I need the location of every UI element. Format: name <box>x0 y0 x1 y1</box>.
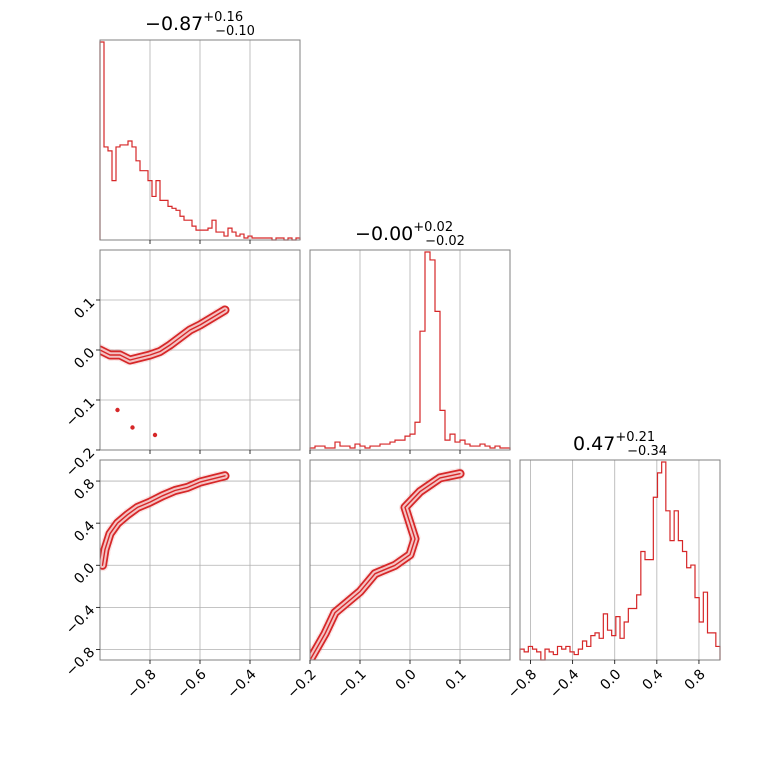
title-param-2: 0.47+0.21 −0.34 <box>573 430 667 459</box>
title-2-median: 0.47 <box>573 433 615 455</box>
x-tick-label: −0.4 <box>224 666 259 701</box>
y-tick-label: 0.4 <box>71 518 98 545</box>
y-tick-label: 0.0 <box>71 560 98 587</box>
title-0-median: −0.87 <box>145 13 203 35</box>
grid-x <box>149 40 251 240</box>
outlier-point <box>130 425 135 430</box>
title-1-plus: +0.02 <box>413 220 453 235</box>
density-contours <box>100 469 231 572</box>
x-tick-label: 0.1 <box>443 666 470 693</box>
joint-panel-param-1-2 <box>309 459 511 664</box>
y-tick-label: −0.1 <box>63 395 98 430</box>
contour-inner <box>310 473 461 660</box>
x-tick-label: −0.6 <box>174 666 209 701</box>
grid-x <box>530 460 700 660</box>
title-0-minus: −0.10 <box>215 24 255 39</box>
contour-fill <box>310 470 463 660</box>
outlier-point <box>115 407 120 413</box>
title-1-median: −0.00 <box>355 223 413 245</box>
histogram-panel-param-1 <box>309 249 511 454</box>
y-tick-label: 0.8 <box>71 476 98 503</box>
panel-frame <box>519 459 721 661</box>
x-tick-label: 0.8 <box>682 666 709 693</box>
contour-inner <box>100 309 226 361</box>
title-2-plus: +0.21 <box>615 430 655 445</box>
histogram-step-line <box>519 461 721 661</box>
y-tick-label: −0.2 <box>63 445 98 480</box>
density-contours <box>310 467 466 660</box>
x-tick-label: −0.2 <box>284 666 319 701</box>
x-tick-label: −0.1 <box>334 666 369 701</box>
title-2-minus: −0.34 <box>627 444 667 459</box>
y-tick-label: −0.4 <box>63 602 98 637</box>
grid-x <box>309 250 461 450</box>
histogram-step-line <box>309 251 511 450</box>
x-tick-label: −0.8 <box>124 666 159 701</box>
x-tick-label: −0.8 <box>505 666 540 701</box>
x-tick-label: 0.0 <box>393 666 420 693</box>
histogram-panel-param-0 <box>99 39 301 244</box>
x-tick-label: −0.4 <box>547 666 582 701</box>
histogram-panel-param-2 <box>519 459 721 664</box>
joint-panel-param-0-1 <box>96 249 301 454</box>
x-tick-label: 0.4 <box>640 666 667 693</box>
density-contours <box>100 304 231 438</box>
grid-x <box>149 460 251 660</box>
x-tick-label: 0.0 <box>597 666 624 693</box>
y-tick-label: 0.1 <box>71 295 98 322</box>
joint-panel-param-0-2 <box>96 459 301 664</box>
y-tick-label: 0.0 <box>71 345 98 372</box>
title-0-plus: +0.16 <box>203 10 243 25</box>
title-1-minus: −0.02 <box>425 234 465 249</box>
title-param-0: −0.87+0.16 −0.10 <box>145 10 255 39</box>
title-param-1: −0.00+0.02 −0.02 <box>355 220 465 249</box>
outlier-point <box>152 432 158 438</box>
histogram-step-line <box>99 41 301 241</box>
y-tick-label: −0.8 <box>63 644 98 679</box>
contour-inner <box>101 475 226 566</box>
